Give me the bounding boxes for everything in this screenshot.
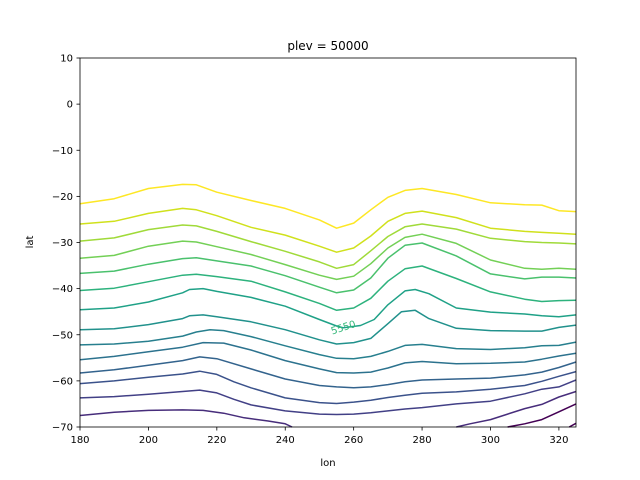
x-tick-label: 300 xyxy=(481,435,500,446)
x-tick-label: 240 xyxy=(276,435,295,446)
y-tick-label: −20 xyxy=(52,192,73,203)
contour-line-12 xyxy=(79,370,577,405)
contour-line-15 xyxy=(456,390,577,428)
contour-line-2 xyxy=(79,207,577,253)
y-tick-label: 10 xyxy=(60,54,73,65)
y-axis-ticks: 10 0 −10 −20 −30 −40 −50 −60 −70 xyxy=(52,54,80,434)
x-tick-label: 180 xyxy=(70,435,89,446)
x-tick-label: 260 xyxy=(344,435,363,446)
x-axis-ticks: 180 200 220 240 260 280 300 320 xyxy=(70,427,568,446)
y-axis-label: lat xyxy=(25,236,36,249)
contour-line-16 xyxy=(507,403,577,428)
contour-line-3 xyxy=(79,223,577,270)
y-tick-label: −70 xyxy=(52,423,73,434)
contour-lines xyxy=(79,183,577,428)
contour-line-5 xyxy=(79,242,577,294)
contour-line-14 xyxy=(79,409,293,428)
chart-title: plev = 50000 xyxy=(287,39,368,53)
x-tick-label: 280 xyxy=(413,435,432,446)
y-tick-label: −60 xyxy=(52,376,73,387)
x-tick-label: 200 xyxy=(139,435,158,446)
contour-line-1 xyxy=(79,183,577,229)
x-tick-label: 220 xyxy=(207,435,226,446)
contour-line-6 xyxy=(79,265,577,312)
y-tick-label: −10 xyxy=(52,146,73,157)
plot-frame xyxy=(79,57,577,428)
y-tick-label: 0 xyxy=(67,100,73,111)
contour-line-13 xyxy=(79,379,577,416)
contour-line-9 xyxy=(79,328,577,360)
contour-line-7 xyxy=(79,287,577,329)
contour-line-11 xyxy=(79,356,577,389)
contour-line-4 xyxy=(79,233,577,281)
x-axis-label: lon xyxy=(320,458,335,469)
y-tick-label: −30 xyxy=(52,238,73,249)
contour-line-8 xyxy=(79,309,577,345)
contour-labels: 5550 xyxy=(330,319,358,337)
contour-line-17 xyxy=(568,422,577,428)
x-tick-label: 320 xyxy=(549,435,568,446)
contour-value-label: 5550 xyxy=(330,319,358,337)
y-tick-label: −40 xyxy=(52,284,73,295)
y-tick-label: −50 xyxy=(52,330,73,341)
contour-line-10 xyxy=(79,341,577,374)
